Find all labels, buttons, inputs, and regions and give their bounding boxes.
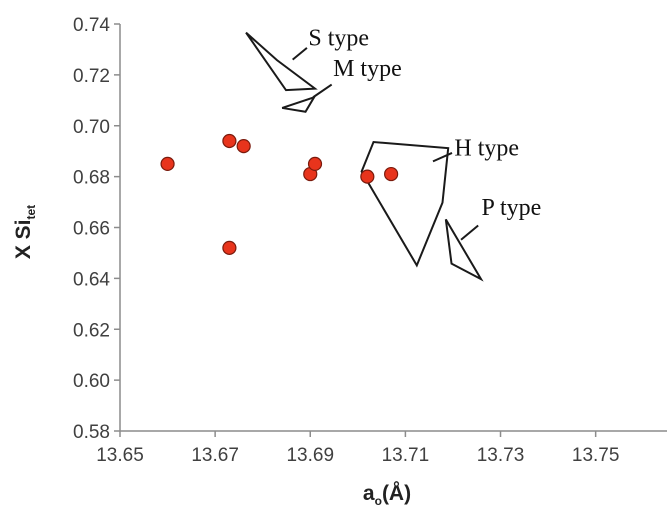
x-tick-group: 13.65 13.67 13.69 13.71 13.73 13.75 xyxy=(96,431,619,466)
m-type-leader-line xyxy=(312,83,333,99)
y-axis-title-sub: tet xyxy=(24,205,38,220)
y-tick-label: 0.72 xyxy=(73,66,110,87)
p-type-region xyxy=(444,218,484,282)
h-type-label: H type xyxy=(454,136,519,162)
data-point xyxy=(222,133,237,149)
y-tick-label: 0.58 xyxy=(73,422,110,443)
x-axis-title-unit: (Å) xyxy=(382,481,411,505)
y-tick-label: 0.74 xyxy=(73,15,110,36)
region-group: S type M type H type P type xyxy=(245,26,541,282)
x-tick-label: 13.65 xyxy=(96,445,144,466)
h-type-region xyxy=(360,140,450,268)
y-tick-label: 0.68 xyxy=(73,168,110,189)
s-type-leader-line xyxy=(292,47,308,61)
m-type-label: M type xyxy=(333,56,402,82)
data-point xyxy=(236,139,251,154)
data-point xyxy=(307,156,323,172)
x-tick-label: 13.67 xyxy=(191,445,239,466)
x-tick-label: 13.69 xyxy=(286,445,334,466)
s-type-label: S type xyxy=(308,26,369,52)
y-tick-group: 0.58 0.60 0.62 0.64 0.66 0.68 0.70 0.72 0.74 xyxy=(73,15,120,443)
y-axis-title-main: X Si xyxy=(12,219,35,259)
y-axis: 0.58 0.60 0.62 0.64 0.66 0.68 0.70 0.72 0.74 xyxy=(73,15,121,443)
y-axis-title: X Sitet xyxy=(12,205,38,259)
y-tick-label: 0.60 xyxy=(73,371,110,392)
h-type-leader-line xyxy=(432,152,453,163)
p-type-leader-line xyxy=(460,224,479,241)
x-tick-label: 13.75 xyxy=(572,445,620,466)
point-group xyxy=(160,133,399,255)
x-axis-title-main: a xyxy=(363,482,375,505)
data-point xyxy=(160,156,175,172)
x-tick-label: 13.73 xyxy=(477,445,525,466)
x-axis: 13.65 13.67 13.69 13.71 13.73 13.75 xyxy=(96,430,667,466)
y-tick-label: 0.66 xyxy=(73,219,110,240)
x-axis-title-sub: o xyxy=(375,494,382,508)
y-tick-label: 0.62 xyxy=(73,320,110,341)
data-point xyxy=(222,240,237,255)
x-axis-title: ao(Å) xyxy=(363,481,411,508)
data-point xyxy=(384,166,399,182)
s-type-region xyxy=(245,31,318,92)
p-type-label: P type xyxy=(481,195,541,221)
y-tick-label: 0.70 xyxy=(73,117,110,138)
m-type-region xyxy=(281,95,317,113)
data-point xyxy=(360,169,375,184)
y-tick-label: 0.64 xyxy=(73,269,110,290)
x-tick-label: 13.71 xyxy=(382,445,430,466)
